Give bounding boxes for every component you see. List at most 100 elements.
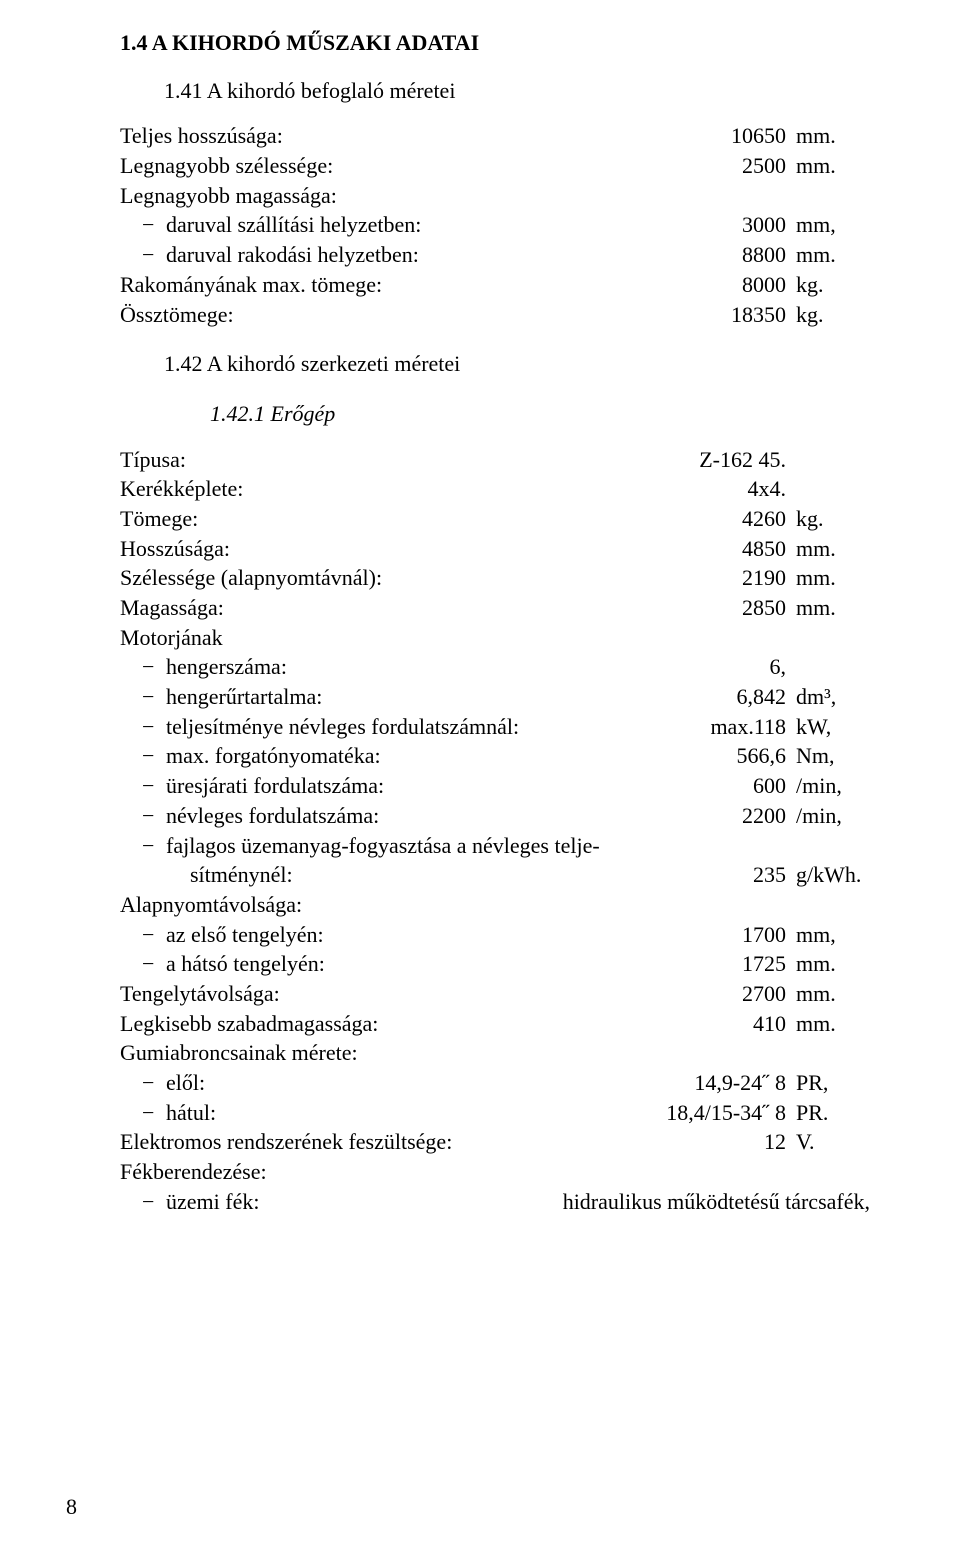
spec-value: 235 <box>696 860 786 890</box>
page-number: 8 <box>66 1492 77 1522</box>
spec-row: Gumiabroncsainak mérete: <box>120 1038 870 1068</box>
spec-value: Z-162 45. <box>586 445 786 475</box>
spec-label: Legnagyobb szélessége: <box>120 151 696 181</box>
spec-unit: mm. <box>786 593 870 623</box>
spec-value: 10650 <box>696 121 786 151</box>
spec-label: Legnagyobb magassága: <box>120 181 696 211</box>
spec-row: üresjárati fordulatszáma: 600 /min, <box>120 771 870 801</box>
spec-label: Tömege: <box>120 504 696 534</box>
spec-label: sítménynél: <box>120 860 696 890</box>
spec-unit: Nm, <box>786 741 870 771</box>
spec-unit: mm. <box>786 979 870 1009</box>
spec-value: 2850 <box>696 593 786 623</box>
spec-row: Elektromos rendszerének feszültsége: 12 … <box>120 1127 870 1157</box>
spec-value: 6,842 <box>696 682 786 712</box>
spec-unit: /min, <box>786 771 870 801</box>
spec-label: Teljes hosszúsága: <box>120 121 696 151</box>
spec-row: sítménynél: 235 g/kWh. <box>120 860 870 890</box>
spec-row: Motorjának <box>120 623 870 653</box>
spec-unit: kg. <box>786 270 870 300</box>
spec-unit: kW, <box>786 712 870 742</box>
spec-label: hengerűrtartalma: <box>120 682 696 712</box>
spec-value: 2700 <box>696 979 786 1009</box>
spec-unit: mm, <box>786 210 870 240</box>
spec-row: teljesítménye névleges fordulatszámnál: … <box>120 712 870 742</box>
spec-label: névleges fordulatszáma: <box>120 801 696 831</box>
spec-label: Tengelytávolsága: <box>120 979 696 1009</box>
spec-label: elől: <box>120 1068 586 1098</box>
spec-row: Kerékképlete: 4x4. <box>120 474 870 504</box>
spec-label: a hátsó tengelyén: <box>120 949 696 979</box>
spec-row: Tengelytávolsága: 2700 mm. <box>120 979 870 1009</box>
spec-label: Gumiabroncsainak mérete: <box>120 1038 696 1068</box>
spec-unit: kg. <box>786 504 870 534</box>
spec-value: hidraulikus működtetésű tárcsafék, <box>553 1187 870 1217</box>
spec-unit: mm. <box>786 534 870 564</box>
spec-unit: mm. <box>786 1009 870 1039</box>
spec-row: Hosszúsága: 4850 mm. <box>120 534 870 564</box>
spec-row: elől: 14,9-24˝ 8 PR, <box>120 1068 870 1098</box>
spec-label: Hosszúsága: <box>120 534 696 564</box>
spec-label: max. forgatónyomatéka: <box>120 741 696 771</box>
spec-value: 566,6 <box>696 741 786 771</box>
spec-row: Típusa: Z-162 45. <box>120 445 870 475</box>
spec-label: daruval rakodási helyzetben: <box>120 240 696 270</box>
spec-row: hengerűrtartalma: 6,842 dm³, <box>120 682 870 712</box>
spec-row: Legnagyobb szélessége: 2500 mm. <box>120 151 870 181</box>
spec-row: Rakományának max. tömege: 8000 kg. <box>120 270 870 300</box>
spec-value: 18350 <box>696 300 786 330</box>
spec-row: a hátsó tengelyén: 1725 mm. <box>120 949 870 979</box>
spec-unit: mm. <box>786 151 870 181</box>
document-page: 1.4 A KIHORDÓ MŰSZAKI ADATAI 1.41 A kiho… <box>0 0 960 1552</box>
spec-label: fajlagos üzemanyag-fogyasztása a névlege… <box>120 831 696 861</box>
spec-row: Tömege: 4260 kg. <box>120 504 870 534</box>
spec-label: Alapnyomtávolsága: <box>120 890 696 920</box>
spec-row: üzemi fék: hidraulikus működtetésű tárcs… <box>120 1187 870 1217</box>
heading-1-42: 1.42 A kihordó szerkezeti méretei <box>164 349 870 379</box>
spec-label: daruval szállítási helyzetben: <box>120 210 696 240</box>
spec-unit: dm³, <box>786 682 870 712</box>
spec-label: Fékberendezése: <box>120 1157 696 1187</box>
spec-label: Típusa: <box>120 445 586 475</box>
spec-row: max. forgatónyomatéka: 566,6 Nm, <box>120 741 870 771</box>
heading-1-4: 1.4 A KIHORDÓ MŰSZAKI ADATAI <box>120 28 870 58</box>
spec-unit: mm. <box>786 121 870 151</box>
spec-row: hátul: 18,4/15-34˝ 8 PR. <box>120 1098 870 1128</box>
spec-label: hengerszáma: <box>120 652 696 682</box>
spec-value: max.118 <box>696 712 786 742</box>
spec-value: 1700 <box>696 920 786 950</box>
spec-label: Szélessége (alapnyomtávnál): <box>120 563 696 593</box>
spec-unit: g/kWh. <box>786 860 870 890</box>
spec-label: hátul: <box>120 1098 586 1128</box>
spec-label: teljesítménye névleges fordulatszámnál: <box>120 712 696 742</box>
spec-value: 12 <box>696 1127 786 1157</box>
spec-row: Fékberendezése: <box>120 1157 870 1187</box>
spec-row: fajlagos üzemanyag-fogyasztása a névlege… <box>120 831 870 861</box>
spec-unit: V. <box>786 1127 870 1157</box>
spec-label: Elektromos rendszerének feszültsége: <box>120 1127 696 1157</box>
spec-value: 4850 <box>696 534 786 564</box>
spec-unit: mm. <box>786 240 870 270</box>
spec-row: daruval rakodási helyzetben: 8800 mm. <box>120 240 870 270</box>
spec-value: 14,9-24˝ 8 <box>586 1068 786 1098</box>
spec-label: Rakományának max. tömege: <box>120 270 696 300</box>
spec-value: 18,4/15-34˝ 8 <box>586 1098 786 1128</box>
spec-row: daruval szállítási helyzetben: 3000 mm, <box>120 210 870 240</box>
spec-value: 2190 <box>696 563 786 593</box>
spec-value: 3000 <box>696 210 786 240</box>
spec-row: névleges fordulatszáma: 2200 /min, <box>120 801 870 831</box>
spec-value: 4x4. <box>586 474 786 504</box>
spec-label: üzemi fék: <box>120 1187 553 1217</box>
spec-label: Motorjának <box>120 623 696 653</box>
spec-row: Legnagyobb magassága: <box>120 181 870 211</box>
spec-label: Legkisebb szabadmagassága: <box>120 1009 696 1039</box>
spec-row: Alapnyomtávolsága: <box>120 890 870 920</box>
spec-value: 8800 <box>696 240 786 270</box>
spec-unit: PR, <box>786 1068 870 1098</box>
spec-value: 4260 <box>696 504 786 534</box>
spec-row: Teljes hosszúsága: 10650 mm. <box>120 121 870 151</box>
spec-row: hengerszáma: 6, <box>120 652 870 682</box>
spec-value: 2200 <box>696 801 786 831</box>
spec-value: 6, <box>696 652 786 682</box>
spec-unit: mm, <box>786 920 870 950</box>
